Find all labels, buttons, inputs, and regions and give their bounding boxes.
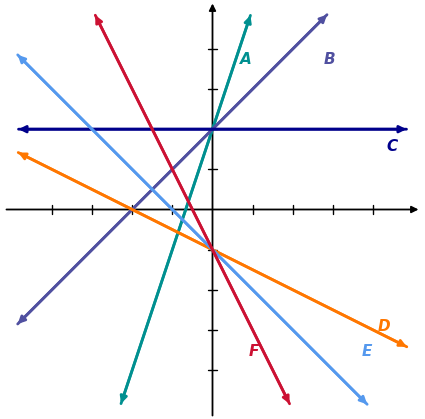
Text: C: C <box>386 140 398 154</box>
Text: F: F <box>249 344 259 359</box>
Text: B: B <box>323 52 335 67</box>
Text: A: A <box>240 52 252 67</box>
Text: D: D <box>377 319 390 334</box>
Text: E: E <box>362 344 372 359</box>
